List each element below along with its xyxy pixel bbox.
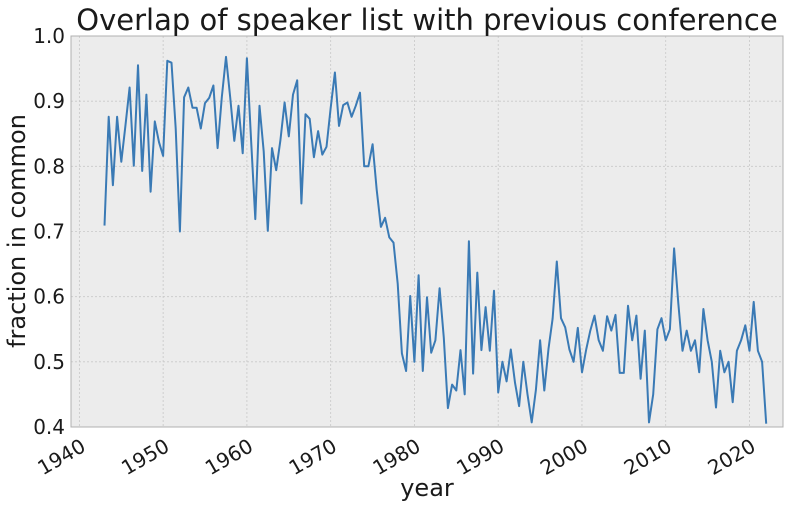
y-tick-label: 0.4	[33, 415, 65, 439]
x-tick-label: 1990	[452, 434, 508, 480]
x-tick-label: 2010	[620, 434, 676, 480]
y-tick-label: 0.8	[33, 154, 65, 178]
x-tick-label: 1970	[285, 434, 341, 480]
series-line	[103, 55, 768, 424]
x-tick-label: 1980	[368, 434, 424, 480]
y-tick-label: 0.9	[33, 89, 65, 113]
y-tick-label: 0.6	[33, 285, 65, 309]
x-tick-label: 1950	[117, 434, 173, 480]
y-axis-label: fraction in common	[3, 114, 31, 348]
x-tick-label: 1940	[33, 434, 89, 480]
x-tick-label: 1960	[201, 434, 257, 480]
y-tick-label: 0.7	[33, 220, 65, 244]
x-tick-label: 2020	[704, 434, 760, 480]
plot-frame	[70, 35, 784, 428]
x-axis-label: year	[400, 474, 454, 502]
x-tick-label: 2000	[536, 434, 592, 480]
chart-title: Overlap of speaker list with previous co…	[76, 3, 777, 37]
y-tick-label: 1.0	[33, 24, 65, 48]
y-tick-label: 0.5	[33, 350, 65, 374]
